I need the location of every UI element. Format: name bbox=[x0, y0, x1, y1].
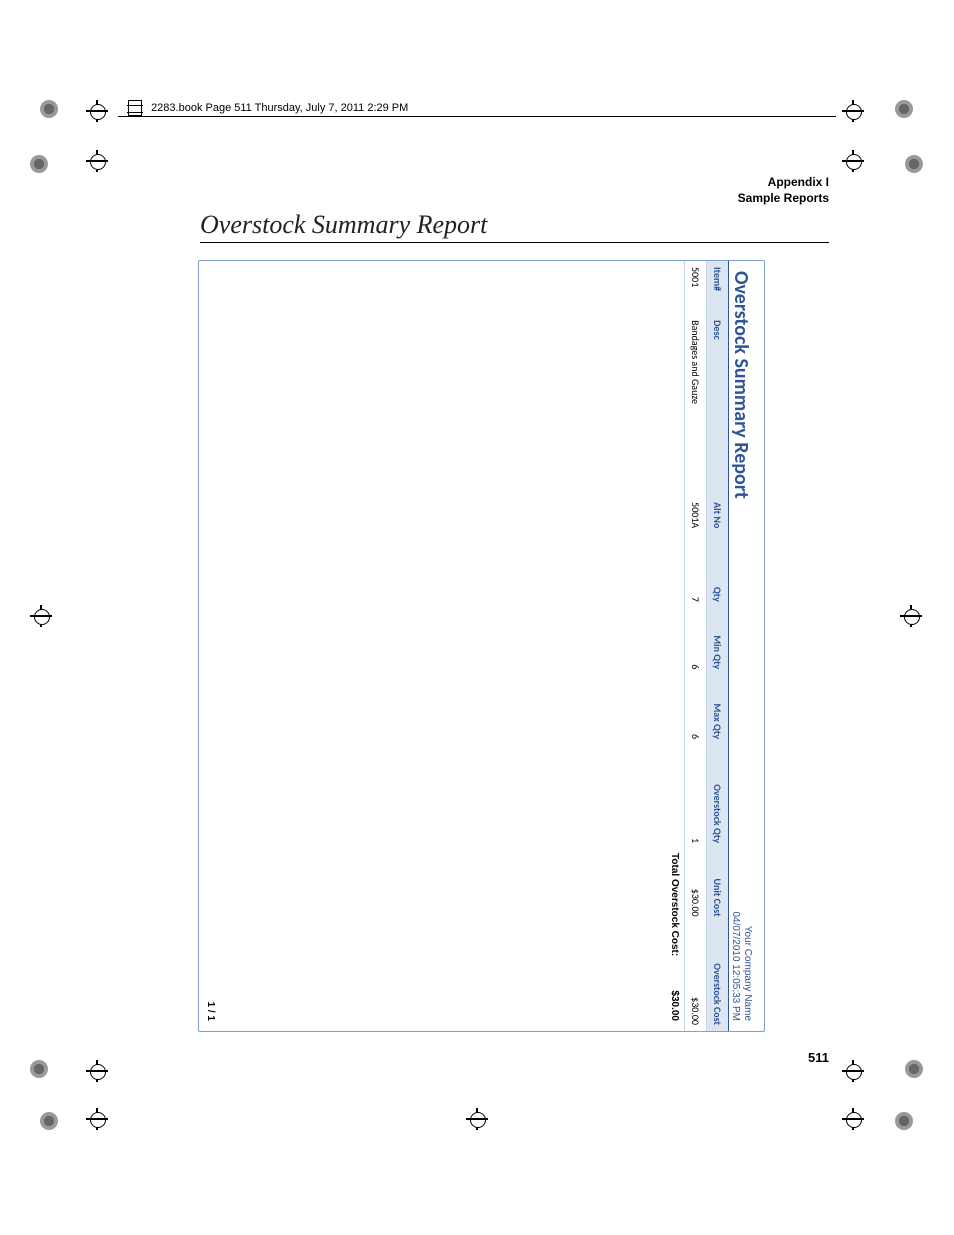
total-row: Total Overstock Cost: $30.00 bbox=[665, 261, 684, 1031]
report-body: Overstock Summary Report Your Company Na… bbox=[198, 260, 765, 1032]
section-title: Overstock Summary Report bbox=[200, 210, 829, 243]
table-row: 5001 Bandages and Gauze 5001A 7 6 6 1 $3… bbox=[685, 261, 707, 1031]
col-alt: Alt No bbox=[707, 496, 729, 568]
appendix-line1: Appendix I bbox=[738, 175, 829, 191]
total-label: Total Overstock Cost: bbox=[669, 853, 680, 956]
report-datetime: 04/07/2010 12:05:33 PM bbox=[729, 911, 741, 1021]
imprint-text: 2283.book Page 511 Thursday, July 7, 201… bbox=[151, 102, 408, 114]
col-item: Item# bbox=[707, 261, 729, 314]
cell-maxqty: 6 bbox=[685, 675, 707, 745]
cell-ovcost: $30.00 bbox=[685, 923, 707, 1031]
cell-alt: 5001A bbox=[685, 496, 707, 568]
cell-qty: 7 bbox=[685, 568, 707, 608]
col-minqty: Min Qty bbox=[707, 608, 729, 675]
table-header-row: Item# Desc Alt No Qty Min Qty Max Qty Ov… bbox=[707, 261, 729, 1031]
col-desc: Desc bbox=[707, 314, 729, 496]
book-imprint: 2283.book Page 511 Thursday, July 7, 201… bbox=[128, 100, 408, 116]
cell-unitcost: $30.00 bbox=[685, 849, 707, 923]
col-ovqty: Overstock Qty bbox=[707, 745, 729, 849]
page-number: 511 bbox=[808, 1050, 829, 1065]
col-qty: Qty bbox=[707, 568, 729, 608]
appendix-line2: Sample Reports bbox=[738, 191, 829, 207]
total-value: $30.00 bbox=[669, 971, 680, 1021]
appendix-header: Appendix I Sample Reports bbox=[738, 175, 829, 206]
col-maxqty: Max Qty bbox=[707, 675, 729, 745]
col-ovcost: Overstock Cost bbox=[707, 923, 729, 1031]
report-frame: Overstock Summary Report Your Company Na… bbox=[200, 260, 765, 1030]
cell-minqty: 6 bbox=[685, 608, 707, 675]
report-pager: 1 / 1 bbox=[205, 1002, 216, 1021]
report-table: Item# Desc Alt No Qty Min Qty Max Qty Ov… bbox=[684, 261, 728, 1031]
col-unitcost: Unit Cost bbox=[707, 849, 729, 923]
book-icon bbox=[128, 100, 142, 116]
cell-ovqty: 1 bbox=[685, 745, 707, 849]
cell-item: 5001 bbox=[685, 261, 707, 314]
report-company: Your Company Name bbox=[741, 911, 753, 1021]
cell-desc: Bandages and Gauze bbox=[685, 314, 707, 496]
imprint-rule bbox=[118, 116, 836, 118]
report-title: Overstock Summary Report bbox=[729, 271, 753, 499]
